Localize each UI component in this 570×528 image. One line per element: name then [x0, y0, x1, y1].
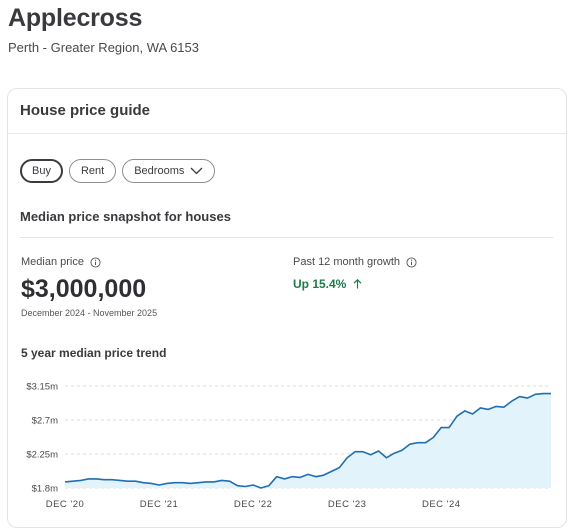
growth-value-text: Up 15.4% — [293, 277, 347, 291]
divider — [20, 237, 553, 238]
house-price-guide-card: House price guide Buy Rent Bedrooms Medi… — [7, 88, 567, 528]
trend-line — [64, 392, 551, 489]
y-tick-label: $2.7m — [32, 416, 58, 427]
suburb-region: Perth - Greater Region, WA 6153 — [8, 40, 200, 55]
x-tick-label: DEC '22 — [234, 499, 273, 510]
growth-label-text: Past 12 month growth — [293, 256, 401, 268]
filter-chips: Buy Rent Bedrooms — [20, 159, 216, 183]
chevron-down-icon — [190, 167, 203, 175]
arrow-up-icon — [353, 279, 362, 289]
y-tick-label: $2.25m — [26, 450, 58, 461]
median-price-value: $3,000,000 — [21, 275, 147, 303]
snapshot-title: Median price snapshot for houses — [20, 209, 231, 224]
buy-chip[interactable]: Buy — [20, 159, 63, 183]
x-tick-label: DEC '21 — [140, 499, 179, 510]
trend-title: 5 year median price trend — [21, 346, 167, 360]
rent-chip[interactable]: Rent — [68, 159, 117, 183]
x-tick-label: DEC '23 — [328, 499, 367, 510]
suburb-title: Applecross — [8, 4, 143, 32]
y-tick-label: $1.8m — [32, 484, 58, 495]
rent-chip-label: Rent — [80, 165, 105, 177]
info-icon[interactable] — [90, 256, 101, 268]
median-price-label: Median price — [21, 256, 101, 268]
card-title: House price guide — [8, 89, 566, 134]
x-tick-label: DEC '24 — [422, 499, 461, 510]
median-price-label-text: Median price — [21, 256, 84, 268]
growth-value: Up 15.4% — [293, 277, 362, 291]
growth-label: Past 12 month growth — [293, 256, 417, 268]
median-price-period: December 2024 - November 2025 — [21, 308, 158, 318]
x-tick-label: DEC '20 — [46, 499, 85, 510]
y-tick-label: $3.15m — [26, 382, 58, 393]
bedrooms-dropdown[interactable]: Bedrooms — [122, 159, 216, 183]
bedrooms-label: Bedrooms — [134, 165, 185, 177]
trend-area — [65, 393, 551, 488]
buy-chip-label: Buy — [32, 165, 51, 177]
price-trend-chart: $3.15m $2.7m $2.25m $1.8m DEC '20 DEC '21 DEC … — [26, 382, 551, 510]
info-icon[interactable] — [406, 256, 417, 268]
